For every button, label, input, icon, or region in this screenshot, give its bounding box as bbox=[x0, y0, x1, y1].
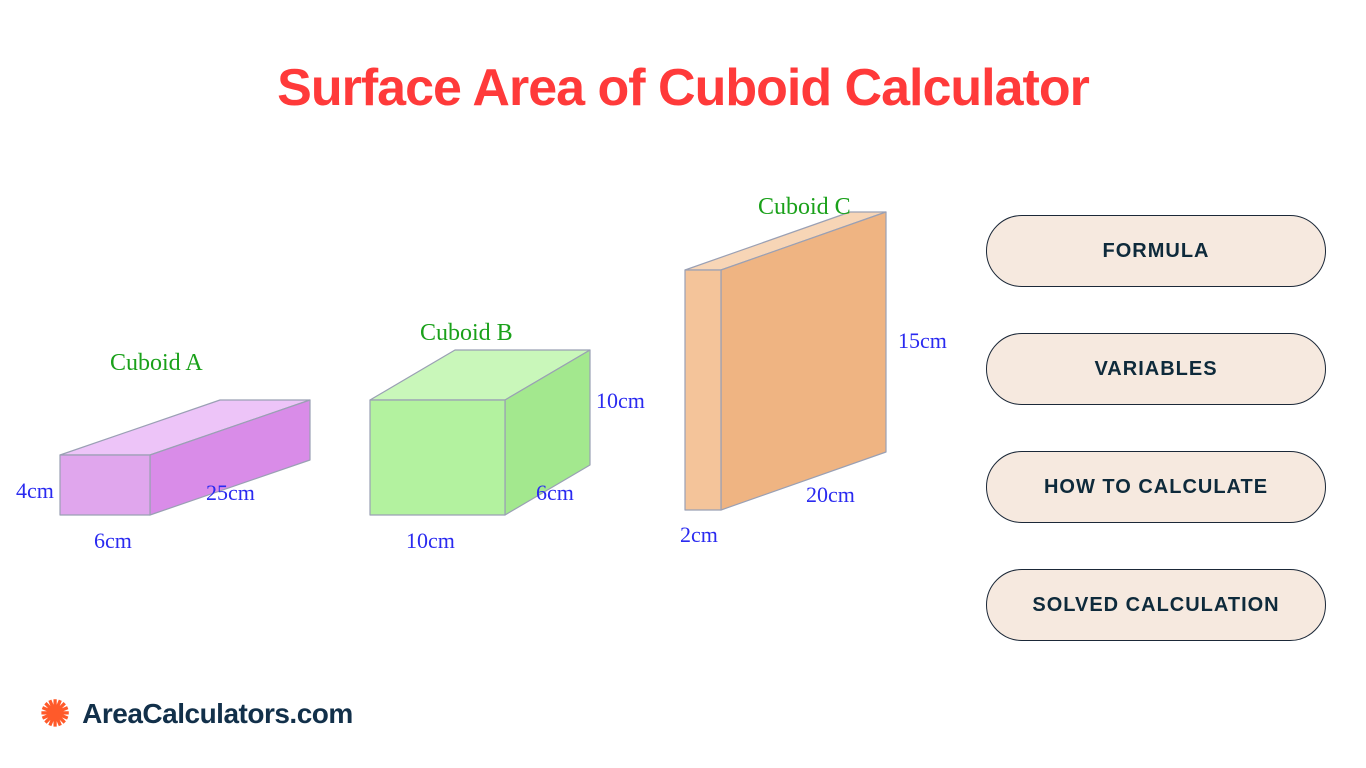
cuboid-a-length: 25cm bbox=[206, 480, 255, 506]
variables-button-label: VARIABLES bbox=[1094, 358, 1217, 381]
action-buttons: FORMULA VARIABLES HOW TO CALCULATE SOLVE… bbox=[986, 215, 1326, 641]
formula-button[interactable]: FORMULA bbox=[986, 215, 1326, 287]
footer: ✺ AreaCalculators.com bbox=[40, 696, 353, 732]
cuboid-b-length: 6cm bbox=[536, 480, 574, 506]
cuboid-c-length: 20cm bbox=[806, 482, 855, 508]
page-title: Surface Area of Cuboid Calculator bbox=[0, 58, 1366, 118]
cuboid-svg bbox=[0, 180, 960, 650]
formula-button-label: FORMULA bbox=[1103, 240, 1210, 263]
cuboid-b-label: Cuboid B bbox=[420, 320, 513, 347]
cuboid-c-label: Cuboid C bbox=[758, 194, 851, 221]
variables-button[interactable]: VARIABLES bbox=[986, 333, 1326, 405]
cuboid-c-height: 15cm bbox=[898, 328, 947, 354]
cuboid-a-label: Cuboid A bbox=[110, 350, 203, 377]
cuboid-b-width: 10cm bbox=[406, 528, 455, 554]
solved-calculation-button[interactable]: SOLVED CALCULATION bbox=[986, 569, 1326, 641]
cuboid-a-height: 4cm bbox=[16, 478, 54, 504]
solved-calculation-button-label: SOLVED CALCULATION bbox=[1032, 594, 1279, 617]
cuboid-b-height: 10cm bbox=[596, 388, 645, 414]
cuboid-c-width: 2cm bbox=[680, 522, 718, 548]
cuboid-diagram: Cuboid A Cuboid B Cuboid C 4cm 6cm 25cm … bbox=[0, 180, 960, 650]
footer-text: AreaCalculators.com bbox=[82, 698, 353, 730]
how-to-calculate-button[interactable]: HOW TO CALCULATE bbox=[986, 451, 1326, 523]
footer-asterisk-icon: ✺ bbox=[40, 696, 70, 732]
cuboid-a-width: 6cm bbox=[94, 528, 132, 554]
how-to-calculate-button-label: HOW TO CALCULATE bbox=[1044, 476, 1268, 499]
